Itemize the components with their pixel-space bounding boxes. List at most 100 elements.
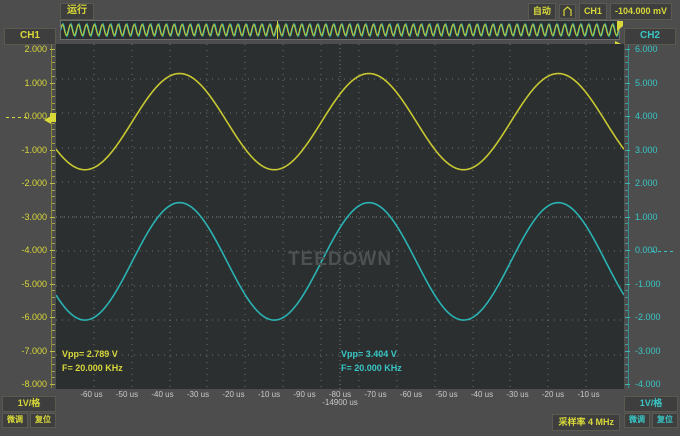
ch1-ground-dash (6, 117, 28, 118)
axis-minor-tick (52, 189, 55, 191)
axis-minor-tick (52, 196, 55, 198)
axis-minor-tick (625, 276, 628, 278)
axis-minor-tick (625, 75, 628, 77)
axis-minor-tick (625, 303, 628, 305)
trigger-rising-slope-icon[interactable] (558, 4, 576, 19)
axis-minor-tick (52, 216, 55, 218)
axis-minor-tick (52, 129, 55, 131)
axis-minor-tick (625, 189, 628, 191)
ch1-volts-per-div[interactable]: 1V/格 (2, 396, 56, 412)
axis-tick-label: 2.000 (24, 44, 47, 54)
axis-minor-tick (52, 250, 55, 251)
trigger-level-value[interactable]: -104.000 mV (609, 3, 672, 20)
axis-minor-tick (625, 323, 628, 325)
ch2-volts-per-div[interactable]: 1V/格 (624, 396, 678, 412)
axis-minor-tick (52, 270, 55, 272)
axis-minor-tick (625, 250, 628, 251)
axis-minor-tick (625, 69, 628, 71)
axis-tick-label: -6.000 (21, 312, 47, 322)
axis-minor-tick (625, 236, 628, 238)
time-axis-tick-label: -10 us (257, 390, 281, 399)
overview-trigger-flag[interactable] (617, 21, 623, 31)
axis-tick-label: 0.000 (24, 111, 47, 121)
ch1-reset-button[interactable]: 复位 (30, 413, 56, 428)
ch1-fine-tune-button[interactable]: 微调 (2, 413, 28, 428)
run-status-badge[interactable]: 运行 (60, 3, 94, 20)
axis-minor-tick (52, 162, 55, 164)
axis-minor-tick (52, 203, 55, 205)
axis-minor-tick (52, 357, 55, 359)
ch2-reset-button[interactable]: 复位 (652, 413, 678, 428)
axis-minor-tick (52, 343, 55, 345)
time-axis-tick-label: -80 us (328, 390, 352, 399)
axis-tick-mark (50, 384, 55, 385)
axis-minor-tick (625, 129, 628, 131)
time-axis-tick-label: -20 us (222, 390, 245, 399)
axis-tick-label: -5.000 (21, 278, 47, 289)
axis-minor-tick (625, 55, 628, 57)
axis-tick-label: -4.000 (635, 379, 661, 389)
axis-minor-tick (625, 283, 628, 285)
waveform-plot-area[interactable]: TEEDOWN Vpp= 2.789 V F= 20.000 KHz Vpp= … (56, 44, 624, 389)
axis-minor-tick (625, 216, 628, 218)
axis-minor-tick (625, 95, 628, 97)
axis-minor-tick (625, 223, 628, 225)
axis-minor-tick (52, 223, 55, 225)
axis-minor-tick (625, 136, 628, 138)
axis-minor-tick (625, 156, 628, 158)
axis-minor-tick (52, 136, 55, 138)
axis-minor-tick (52, 276, 55, 278)
axis-minor-tick (52, 290, 55, 292)
time-axis: -60 us -50 us -40 us -30 us -20 us -10 us -90 … (56, 390, 624, 402)
axis-minor-tick (625, 370, 628, 372)
axis-minor-tick (625, 357, 628, 359)
axis-minor-tick (52, 337, 55, 339)
overview-position-marker[interactable] (277, 21, 278, 39)
axis-tick-label: -1.000 (21, 144, 47, 155)
time-axis-tick-label: -40 us (470, 390, 494, 399)
axis-minor-tick (625, 310, 628, 312)
axis-minor-tick (625, 296, 628, 298)
ch2-vpp-value: Vpp= 3.404 V (341, 349, 397, 359)
channel-badge-ch1[interactable]: CH1 (4, 28, 56, 45)
axis-tick-label: -7.000 (21, 345, 47, 356)
axis-minor-tick (52, 350, 55, 352)
axis-minor-tick (52, 183, 55, 184)
axis-minor-tick (52, 149, 55, 151)
axis-minor-tick (52, 377, 55, 379)
axis-minor-tick (52, 243, 55, 245)
top-status-bar: 运行 自动 CH1 -104.000 mV (0, 0, 680, 22)
axis-minor-tick (52, 263, 55, 265)
trigger-mode-badge[interactable]: 自动 (527, 3, 556, 20)
ch1-ground-handle[interactable] (50, 113, 58, 122)
time-axis-tick-label: -40 us (151, 390, 174, 399)
axis-minor-tick (625, 317, 628, 318)
axis-tick-label: -1.000 (635, 278, 661, 289)
time-axis-tick-label: -10 us (577, 390, 600, 399)
time-axis-tick-label: -20 us (541, 390, 565, 399)
axis-minor-tick (625, 169, 628, 171)
axis-minor-tick (625, 122, 628, 124)
axis-minor-tick (52, 109, 55, 111)
time-axis-tick-label: -60 us (399, 390, 423, 399)
axis-minor-tick (52, 55, 55, 57)
axis-tick-label: 0.000 (635, 245, 658, 255)
axis-minor-tick (625, 256, 628, 258)
ch2-freq-value: F= 20.000 KHz (341, 363, 402, 373)
ch1-vpp-value: Vpp= 2.789 V (62, 349, 118, 359)
ch2-fine-tune-button[interactable]: 微调 (624, 413, 650, 428)
time-axis-tick-label: -70 us (364, 390, 387, 399)
axis-minor-tick (52, 49, 55, 50)
waveform-overview-strip[interactable] (60, 20, 620, 40)
axis-minor-tick (625, 116, 628, 117)
axis-tick-label: -3.000 (21, 211, 47, 222)
axis-minor-tick (625, 162, 628, 164)
ch1-voltage-axis: 2.000 1.000 0.000 -1.000 -2.000 -3.000 -4.000 -… (0, 44, 55, 389)
ch1-ground-marker-icon[interactable] (44, 116, 51, 124)
trigger-source-badge[interactable]: CH1 (578, 3, 607, 20)
axis-minor-tick (52, 296, 55, 298)
ch1-measurements: Vpp= 2.789 V F= 20.000 KHz (62, 347, 123, 375)
axis-minor-tick (52, 156, 55, 158)
channel-badge-ch2[interactable]: CH2 (624, 28, 676, 45)
axis-minor-tick (625, 149, 628, 151)
